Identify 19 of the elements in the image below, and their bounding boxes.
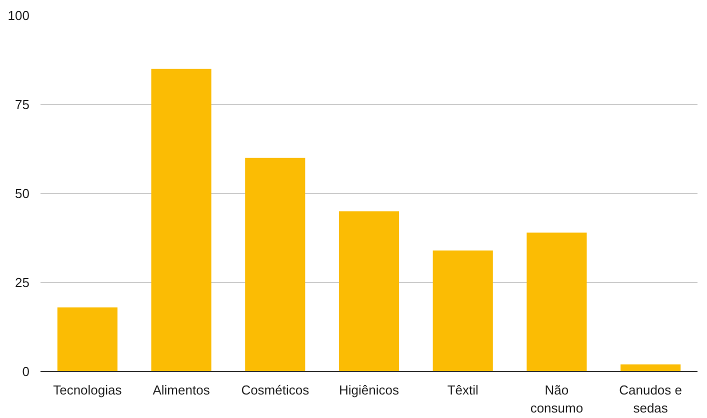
x-tick-label: Não consumo [530,382,584,416]
x-tick-label: Têxtil [447,382,478,398]
y-tick-label: 50 [15,186,30,201]
x-tick-label: Canudos e sedas [619,382,682,416]
x-tick-label: Cosméticos [241,382,310,398]
bar [151,68,212,372]
y-tick-label: 75 [15,97,30,112]
bar [57,307,118,372]
x-tick-label: Higiênicos [339,382,400,398]
y-tick-label: 25 [15,275,30,290]
y-tick-label: 100 [8,8,30,23]
x-tick-label: Tecnologias [53,382,122,398]
bar [338,211,400,372]
bar [432,250,493,372]
bar [620,364,681,372]
x-tick-label: Alimentos [152,382,210,398]
bar [245,158,306,372]
y-tick-label: 0 [22,364,30,379]
bar [526,232,587,372]
